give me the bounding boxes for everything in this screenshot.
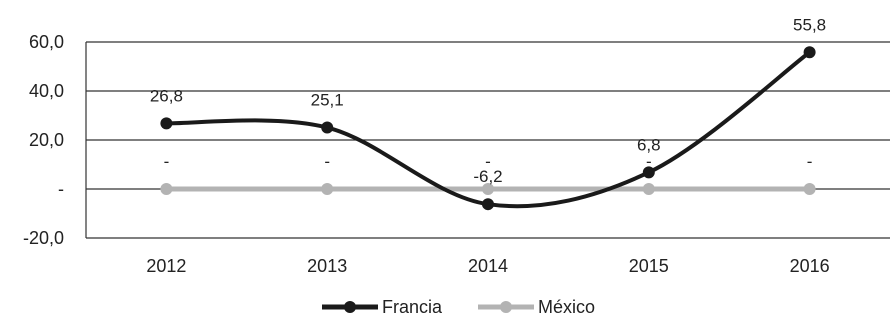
data-label-mexico: - [646, 152, 652, 171]
data-point-francia [803, 46, 816, 59]
data-point-francia [160, 117, 173, 130]
data-label-mexico: - [485, 152, 491, 171]
data-label-francia: 26,8 [150, 86, 183, 105]
data-label-mexico: - [324, 152, 330, 171]
data-point-francia [642, 166, 655, 179]
y-tick-label: 40,0 [29, 81, 64, 101]
data-point-mxico [482, 183, 494, 195]
legend-marker-mxico [500, 301, 512, 313]
data-point-francia [321, 121, 334, 134]
y-tick-label: 20,0 [29, 130, 64, 150]
data-point-mxico [642, 183, 655, 195]
data-point-francia [482, 198, 494, 211]
data-label-francia: 55,8 [793, 15, 826, 34]
legend-marker-francia [344, 301, 356, 313]
y-tick-label: -20,0 [23, 228, 64, 248]
x-tick-label: 2015 [629, 256, 669, 276]
data-label-francia: 6,8 [637, 135, 661, 154]
x-tick-label: 2014 [468, 256, 508, 276]
x-tick-label: 2012 [146, 256, 186, 276]
data-label-francia: 25,1 [311, 91, 344, 110]
data-point-mxico [321, 183, 334, 195]
y-tick-label: 60,0 [29, 32, 64, 52]
legend-label-mxico: México [538, 297, 595, 317]
x-tick-label: 2016 [790, 256, 830, 276]
y-tick-label: - [58, 179, 64, 199]
legend-label-francia: Francia [382, 297, 443, 317]
data-point-mxico [160, 183, 173, 195]
data-label-mexico: - [807, 152, 813, 171]
x-tick-label: 2013 [307, 256, 347, 276]
data-label-mexico: - [164, 152, 170, 171]
data-point-mxico [803, 183, 816, 195]
data-label-francia: -6,2 [473, 167, 502, 186]
